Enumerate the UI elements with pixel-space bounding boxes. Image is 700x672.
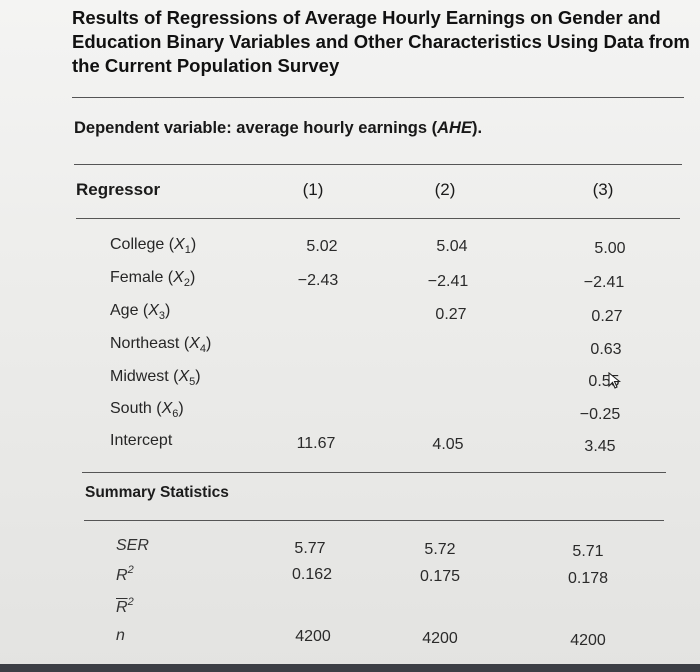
cell-col-1: 5.02 xyxy=(306,238,338,255)
cell-col-2: 4.05 xyxy=(432,436,464,453)
title-divider xyxy=(72,97,684,98)
cell-col-3: 0.27 xyxy=(591,308,623,325)
dependent-var: AHE xyxy=(437,119,472,137)
cell-col-3: 0.55 xyxy=(588,373,620,390)
cell-col-2: 0.27 xyxy=(435,306,467,323)
cell-col-3: 0.63 xyxy=(590,341,622,358)
cell-col-1: −2.43 xyxy=(297,272,339,289)
mouse-pointer-icon xyxy=(608,371,624,395)
stat-col-2: 4200 xyxy=(422,630,458,647)
dependent-prefix: Dependent variable: average hourly earni… xyxy=(74,119,438,137)
column-3-header: (3) xyxy=(592,180,614,199)
header-top-divider xyxy=(74,164,682,165)
cell-col-3: 5.00 xyxy=(594,240,626,257)
row-label: Northeast (X4) xyxy=(110,335,212,355)
cell-col-3: 3.45 xyxy=(584,438,616,455)
cell-col-1: 11.67 xyxy=(296,435,336,452)
cell-col-2: 5.04 xyxy=(436,238,468,255)
column-2-header: (2) xyxy=(434,180,456,199)
stat-label: R2 xyxy=(116,564,134,584)
stat-col-2: 5.72 xyxy=(424,541,456,558)
stat-label: SER xyxy=(116,537,149,554)
stat-label: R2 xyxy=(116,596,134,616)
cell-col-3: −2.41 xyxy=(583,274,625,291)
row-label: Age (X3) xyxy=(110,302,171,322)
row-label: College (X1) xyxy=(110,236,197,256)
stat-col-3: 0.178 xyxy=(567,570,609,587)
header-bottom-divider xyxy=(76,218,680,219)
regressor-header: Regressor xyxy=(76,180,161,199)
stat-col-3: 5.71 xyxy=(572,543,604,560)
cell-col-3: −0.25 xyxy=(579,406,621,423)
stat-col-3: 4200 xyxy=(570,632,606,649)
table-title: Results of Regressions of Average Hourly… xyxy=(72,7,690,76)
summary-statistics-heading: Summary Statistics xyxy=(85,484,229,501)
stat-col-1: 0.162 xyxy=(291,566,333,583)
stat-col-1: 4200 xyxy=(295,628,331,645)
column-1-header: (1) xyxy=(302,180,324,199)
summary-divider xyxy=(84,520,664,521)
row-label: Midwest (X5) xyxy=(110,368,201,388)
stat-label: n xyxy=(116,627,125,644)
stat-col-2: 0.175 xyxy=(419,568,461,585)
row-label: South (X6) xyxy=(110,400,184,420)
stat-col-1: 5.77 xyxy=(294,540,326,557)
row-label: Intercept xyxy=(110,432,173,449)
screen-bottom-edge xyxy=(0,664,700,672)
dependent-variable-note: Dependent variable: average hourly earni… xyxy=(74,119,482,138)
cell-col-2: −2.41 xyxy=(427,273,469,290)
row-label: Female (X2) xyxy=(110,269,196,289)
regressors-bottom-divider xyxy=(82,472,666,473)
dependent-suffix: ). xyxy=(471,119,483,137)
